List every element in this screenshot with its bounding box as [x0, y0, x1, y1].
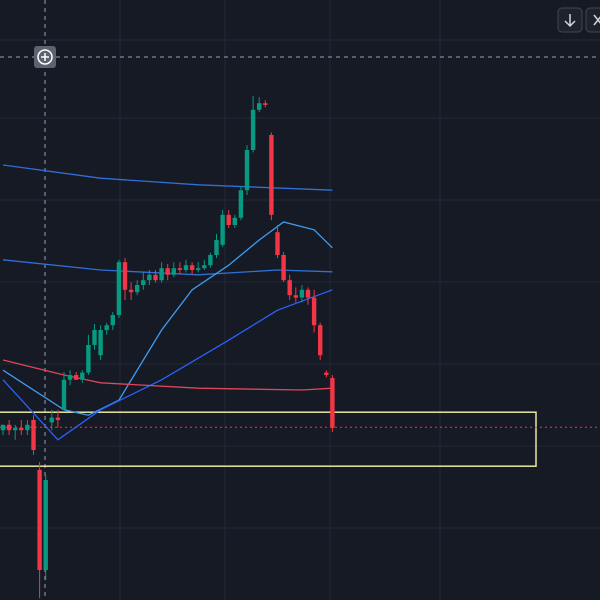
- candle-body: [92, 330, 97, 345]
- candle-body: [299, 289, 305, 298]
- candle-body: [116, 262, 122, 315]
- plot: [0, 96, 600, 599]
- candle-body: [293, 295, 298, 298]
- candle-body: [122, 262, 128, 290]
- candle-body: [0, 424, 6, 431]
- candle-body: [13, 427, 18, 431]
- candle-body: [159, 268, 164, 281]
- candle-body: [330, 378, 335, 428]
- candle-body: [153, 274, 158, 281]
- moving-average: [2, 164, 333, 191]
- candle-body: [324, 372, 329, 375]
- candle-body: [67, 375, 73, 380]
- candle-body: [128, 289, 134, 293]
- candle-body: [196, 268, 201, 270]
- candle-body: [80, 372, 85, 380]
- candle-body: [19, 427, 24, 431]
- candle-body: [287, 280, 292, 296]
- crosshair-add-button[interactable]: [34, 46, 56, 68]
- moving-average: [2, 221, 333, 416]
- candle-body: [220, 214, 225, 245]
- candle-body: [86, 345, 91, 373]
- candle-body: [269, 135, 274, 215]
- candle-body: [257, 103, 262, 110]
- candle-body: [177, 268, 183, 270]
- moving-average: [2, 289, 333, 441]
- zone: [0, 411, 537, 467]
- moving-average: [2, 359, 333, 391]
- candle-body: [214, 240, 219, 255]
- candle-body: [238, 190, 244, 218]
- candle-body: [147, 274, 152, 281]
- candle-body: [202, 265, 207, 269]
- candle-body: [49, 417, 54, 423]
- candle-body: [189, 265, 195, 270]
- candle-body: [43, 480, 48, 570]
- candle-body: [37, 469, 42, 570]
- candle-body: [141, 280, 146, 285]
- candle-body: [250, 109, 256, 150]
- candle-body: [104, 325, 109, 330]
- candle-body: [244, 150, 250, 191]
- candle-body: [165, 268, 170, 275]
- candle-body: [281, 255, 286, 281]
- candle-body: [74, 375, 79, 380]
- candle-body: [318, 325, 323, 356]
- candle-body: [25, 424, 30, 431]
- candle-body: [6, 424, 12, 431]
- close-button[interactable]: [585, 7, 600, 33]
- candle-body: [305, 289, 311, 298]
- scroll-down-button[interactable]: [557, 7, 583, 33]
- candle-body: [232, 217, 237, 225]
- candle-body: [275, 232, 280, 255]
- moving-average: [2, 259, 333, 276]
- candle-body: [61, 379, 67, 410]
- candle-body: [183, 265, 189, 270]
- candle-body: [98, 330, 103, 356]
- candle-body: [135, 285, 140, 293]
- candle-body: [31, 420, 36, 450]
- candle-body: [110, 315, 115, 326]
- candle-body: [208, 255, 213, 266]
- candle-body: [55, 417, 61, 420]
- candle-body: [171, 268, 176, 275]
- candle-body: [226, 214, 231, 225]
- candle-body: [311, 297, 317, 326]
- candle-body: [263, 103, 268, 105]
